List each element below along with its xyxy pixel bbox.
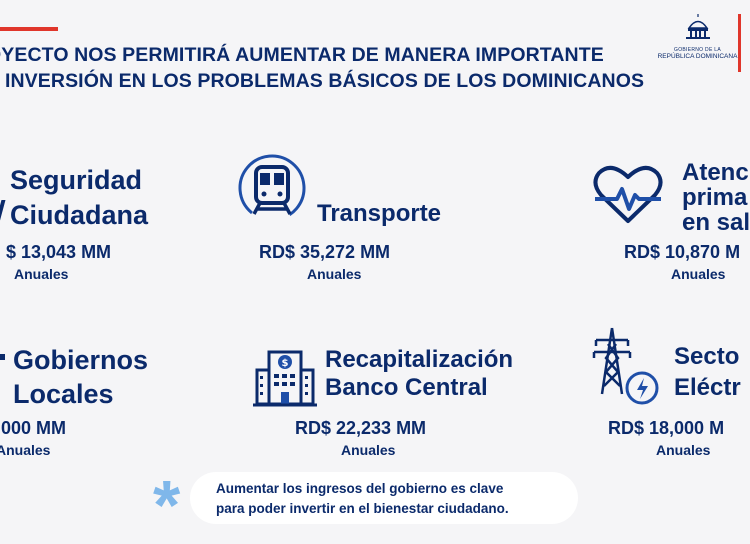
asterisk-icon: * — [153, 466, 181, 544]
item-title-gobiernos-1: Gobiernos — [13, 345, 149, 375]
item-amount-gobiernos: ,000 MM — [0, 418, 67, 438]
item-period-recapitalizacion: Anuales — [341, 442, 396, 458]
item-title-gobiernos-2: Locales — [13, 379, 114, 409]
svg-text:$: $ — [282, 358, 289, 369]
logo-line-2: REPÚBLICA DOMINICANA — [657, 53, 738, 60]
train-icon — [238, 154, 306, 222]
item-amount-sector: RD$ 18,000 M — [608, 418, 725, 438]
headline-line-1: OYECTO NOS PERMITIRÁ AUMENTAR DE MANERA … — [0, 44, 604, 66]
dome-emblem-icon — [685, 14, 710, 39]
item-title-recapitalizacion-2: Banco Central — [325, 374, 488, 401]
bank-building-icon: $ — [253, 350, 317, 407]
item-period-sector: Anuales — [656, 442, 711, 458]
note-line-2: para poder invertir en el bienestar ciud… — [216, 501, 509, 516]
item-amount-transporte: RD$ 35,272 MM — [259, 242, 391, 262]
power-tower-icon — [592, 327, 659, 405]
item-period-transporte: Anuales — [307, 266, 362, 282]
note-box: Aumentar los ingresos del gobierno es cl… — [190, 472, 578, 524]
item-amount-atencion: RD$ 10,870 M — [624, 242, 741, 262]
item-amount-seguridad: $ 13,043 MM — [6, 242, 112, 262]
page-headline: OYECTO NOS PERMITIRÁ AUMENTAR DE MANERA … — [0, 42, 645, 94]
item-title-seguridad-2: Ciudadana — [10, 200, 149, 230]
item-title-seguridad-1: Seguridad — [10, 165, 143, 195]
item-title-sector-1: Secto — [674, 343, 740, 370]
heart-pulse-icon — [593, 165, 663, 223]
item-title-atencion-3: en sal — [682, 209, 750, 236]
cropped-icon-fragment-2 — [0, 354, 5, 360]
item-title-sector-2: Eléctr — [674, 374, 741, 401]
note-line-1: Aumentar los ingresos del gobierno es cl… — [216, 481, 504, 496]
item-title-recapitalizacion-1: Recapitalización — [325, 346, 514, 373]
item-title-atencion-2: prima — [682, 184, 748, 211]
logo-accent-bar — [738, 14, 741, 72]
government-logo: GOBIERNO DE LA REPÚBLICA DOMINICANA — [655, 12, 740, 72]
item-period-atencion: Anuales — [671, 266, 726, 282]
accent-bar — [0, 27, 58, 31]
item-title-atencion-1: Atenc — [682, 159, 749, 186]
headline-line-2: A INVERSIÓN EN LOS PROBLEMAS BÁSICOS DE … — [0, 70, 645, 92]
logo-line-1: GOBIERNO DE LA — [674, 47, 721, 53]
item-title-transporte: Transporte — [317, 200, 442, 227]
cropped-icon-fragment — [0, 200, 6, 226]
item-amount-recapitalizacion: RD$ 22,233 MM — [295, 418, 427, 438]
item-period-gobiernos: Anuales — [0, 442, 51, 458]
item-period-seguridad: Anuales — [14, 266, 69, 282]
